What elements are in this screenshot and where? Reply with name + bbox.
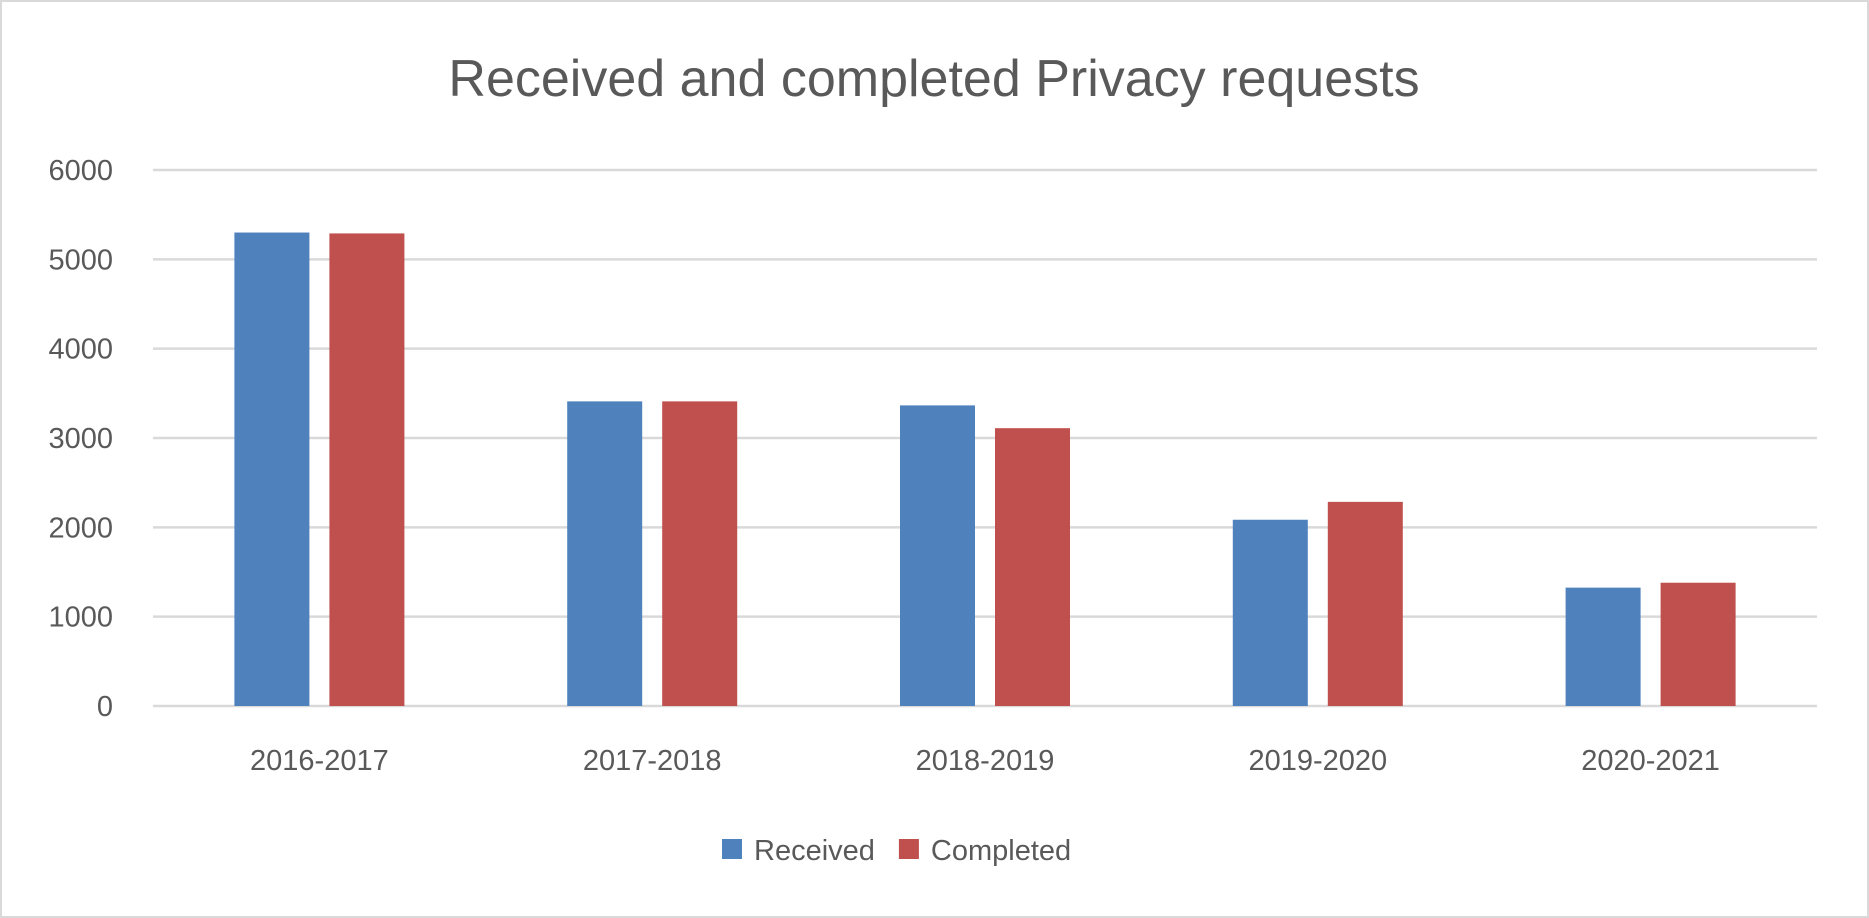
x-tick-label: 2018-2019 [916,745,1055,777]
bar-completed-2018-2019 [995,428,1070,706]
bars [234,232,1736,707]
legend-label-received: Received [754,835,875,867]
bar-received-2016-2017 [234,232,310,707]
legend-label-completed: Completed [931,835,1071,867]
legend: Received Completed [722,835,1071,867]
y-tick-label: 3000 [48,423,113,455]
y-tick-label: 5000 [48,244,113,276]
y-tick-label: 1000 [48,602,113,634]
gridlines [153,168,1817,708]
bar-received-2020-2021 [1565,587,1641,706]
bar-completed-2019-2020 [1327,501,1403,706]
chart-title: Received and completed Privacy requests [448,50,1419,108]
x-tick-label: 2020-2021 [1581,745,1720,777]
x-tick-label: 2019-2020 [1248,745,1387,777]
bar-received-2019-2020 [1232,519,1308,706]
legend-swatch-completed [898,839,919,859]
x-axis-ticks: 2016-2017 2017-2018 2018-2019 2019-2020 2020… [250,745,1720,777]
bar-received-2017-2018 [567,401,643,706]
x-tick-label: 2016-2017 [250,745,389,777]
legend-swatch-received [722,839,742,859]
bar-received-2018-2019 [900,405,975,706]
y-tick-label: 6000 [48,155,113,187]
y-tick-label: 0 [97,691,113,723]
y-axis-ticks: 0 1000 2000 3000 4000 5000 6000 [48,155,113,723]
x-tick-label: 2017-2018 [583,745,722,777]
y-tick-label: 2000 [48,512,113,544]
bar-completed-2016-2017 [329,233,405,706]
bar-completed-2020-2021 [1660,582,1736,706]
bar-completed-2017-2018 [662,401,738,706]
y-tick-label: 4000 [48,334,113,366]
